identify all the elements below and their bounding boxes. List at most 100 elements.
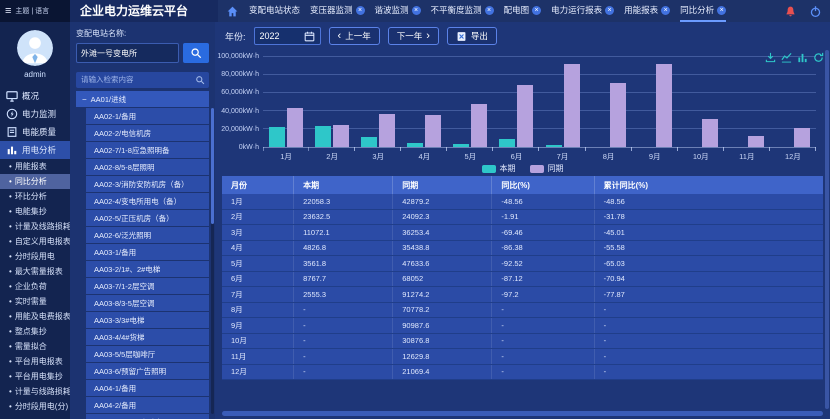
同期-bar-4月[interactable] — [425, 114, 442, 147]
close-icon[interactable]: × — [605, 5, 615, 15]
sidebar-subitem-用能报表[interactable]: 用能报表 — [0, 159, 70, 174]
本期-bar-1月[interactable] — [269, 126, 286, 147]
legend-item-本期[interactable]: 本期 — [481, 163, 516, 174]
logout-power-icon[interactable] — [809, 5, 822, 18]
close-icon[interactable]: × — [484, 5, 494, 15]
tree-item-AA04-2/备用[interactable]: AA04-2/备用 — [86, 397, 209, 413]
tree-item-AA02-2/电信机房[interactable]: AA02-2/电信机房 — [86, 125, 209, 141]
sidebar-subitem-同比分析[interactable]: 同比分析 — [0, 174, 70, 189]
同期-bar-10月[interactable] — [701, 118, 718, 147]
vertical-scrollbar[interactable] — [825, 50, 829, 409]
next-year-button[interactable]: 下一年 › — [387, 27, 439, 45]
sidebar-subitem-用能及电费报表[interactable]: 用能及电费报表 — [0, 309, 70, 324]
同期-bar-2月[interactable] — [333, 125, 350, 147]
tree-item-AA03-8/3-5层空调[interactable]: AA03-8/3-5层空调 — [86, 295, 209, 311]
table-row[interactable]: 9月 -90987.6- - — [222, 318, 823, 334]
table-row[interactable]: 3月 11072.1 36253.4 -69.46 -45.01 — [222, 225, 823, 241]
同期-bar-1月[interactable] — [287, 107, 304, 147]
prev-year-button[interactable]: ‹ 上一年 — [328, 27, 380, 45]
table-row[interactable]: 1月 22058.3 42879.2 -48.56 -48.56 — [222, 194, 823, 210]
tree-item-AA03-6/预留广告照明[interactable]: AA03-6/预留广告照明 — [86, 363, 209, 379]
home-icon[interactable] — [226, 5, 239, 18]
line-chart-switch-icon[interactable] — [781, 52, 792, 63]
tree-item-AA02-1/备用[interactable]: AA02-1/备用 — [86, 108, 209, 124]
column-header-月份[interactable]: 月份 — [222, 176, 295, 194]
sidebar-subitem-电能集抄[interactable]: 电能集抄 — [0, 204, 70, 219]
hamburger-icon[interactable]: ≡ — [5, 4, 12, 17]
table-row[interactable]: 2月 23632.5 24092.3 -1.91 -31.78 — [222, 209, 823, 225]
table-row[interactable]: 4月 4826.8 35438.8 -86.38 -55.58 — [222, 240, 823, 256]
nav-tab-用能报表[interactable]: 用能报表 × — [624, 0, 671, 22]
sidebar-subitem-分时段用电(分)[interactable]: 分时段用电(分) — [0, 399, 70, 414]
save-image-icon[interactable] — [765, 52, 776, 63]
year-input[interactable] — [259, 31, 300, 41]
tree-item-AA03-7/1-2层空调[interactable]: AA03-7/1-2层空调 — [86, 278, 209, 294]
column-header-同期[interactable]: 同期 — [393, 176, 493, 194]
tree-item-AA03-4/4#货梯[interactable]: AA03-4/4#货梯 — [86, 329, 209, 345]
nav-tab-变压器监测[interactable]: 变压器监测 × — [310, 0, 365, 22]
close-icon[interactable]: × — [355, 5, 365, 15]
horizontal-scrollbar[interactable] — [222, 411, 823, 416]
本期-bar-3月[interactable] — [361, 136, 378, 147]
table-row[interactable]: 7月 2555.3 91274.2 -97.2 -77.87 — [222, 287, 823, 303]
sidebar-subitem-需量拟合[interactable]: 需量拟合 — [0, 339, 70, 354]
tree-item-AA04-1/备用[interactable]: AA04-1/备用 — [86, 380, 209, 396]
table-row[interactable]: 8月 -70778.2- - — [222, 302, 823, 318]
close-icon[interactable]: × — [532, 5, 542, 15]
tree-item-AA02-8/5-8层照明[interactable]: AA02-8/5-8层照明 — [86, 159, 209, 175]
sidebar-item-用电分析[interactable]: 用电分析 — [0, 141, 70, 159]
bar-chart-switch-icon[interactable] — [797, 52, 808, 63]
year-picker[interactable] — [253, 27, 321, 45]
nav-tab-电力运行报表[interactable]: 电力运行报表 × — [551, 0, 615, 22]
table-row[interactable]: 6月 8767.7 68052 -87.12 -70.94 — [222, 271, 823, 287]
tree-scrollbar-thumb[interactable] — [211, 108, 214, 225]
同期-bar-3月[interactable] — [379, 114, 396, 147]
sidebar-subitem-自定义用电报表[interactable]: 自定义用电报表 — [0, 234, 70, 249]
sidebar-subitem-计量与线路损耗[interactable]: 计量与线路损耗 — [0, 384, 70, 399]
sidebar-subitem-平台用电集抄[interactable]: 平台用电集抄 — [0, 369, 70, 384]
sidebar-subitem-实时需量[interactable]: 实时需量 — [0, 294, 70, 309]
tree-item-AA02-4/变电所用电（备）[interactable]: AA02-4/变电所用电（备） — [86, 193, 209, 209]
close-icon[interactable]: × — [717, 5, 727, 15]
tree-item-AA02-5/正压机房（备）[interactable]: AA02-5/正压机房（备） — [86, 210, 209, 226]
sidebar-subitem-环比分析[interactable]: 环比分析 — [0, 189, 70, 204]
station-search-button[interactable] — [183, 43, 209, 63]
sidebar-item-概况[interactable]: 概况 — [0, 87, 70, 105]
nav-tab-不平衡度监测[interactable]: 不平衡度监测 × — [431, 0, 494, 22]
column-header-累计同比(%)[interactable]: 累计同比(%) — [603, 180, 649, 190]
sidebar-item-电能质量[interactable]: 电能质量 — [0, 123, 70, 141]
nav-tab-谐波监测[interactable]: 谐波监测 × — [375, 0, 421, 22]
nav-tab-同比分析[interactable]: 同比分析 × — [680, 0, 727, 22]
avatar[interactable] — [17, 30, 53, 66]
nav-tab-配电图[interactable]: 配电图 × — [504, 0, 542, 22]
tree-item-AA03-2/1#、2#电梯[interactable]: AA03-2/1#、2#电梯 — [86, 261, 209, 277]
tree-item-AA02-3/消防安防机房（备）[interactable]: AA02-3/消防安防机房（备） — [86, 176, 209, 192]
collapse-icon[interactable]: − — [82, 94, 87, 104]
同期-bar-9月[interactable] — [655, 64, 672, 147]
同期-bar-6月[interactable] — [517, 85, 534, 147]
sidebar-subitem-分时段用电[interactable]: 分时段用电 — [0, 249, 70, 264]
tree-item-AA03-3/3#电梯[interactable]: AA03-3/3#电梯 — [86, 312, 209, 328]
table-row[interactable]: 10月 -30876.8- - — [222, 333, 823, 349]
本期-bar-6月[interactable] — [499, 139, 516, 147]
本期-bar-2月[interactable] — [315, 125, 332, 147]
sidebar-item-电力监测[interactable]: 电力监测 — [0, 105, 70, 123]
theme-language-switch[interactable]: 主题 | 语言 — [15, 8, 50, 15]
tree-item-AA01/进线[interactable]: − AA01/进线 — [76, 91, 209, 107]
同期-bar-8月[interactable] — [609, 82, 626, 147]
tree-item-AA04-7/6层厨房动力[interactable]: AA04-7/6层厨房动力 — [86, 414, 209, 419]
close-icon[interactable]: × — [661, 5, 671, 15]
sidebar-subitem-企业负荷[interactable]: 企业负荷 — [0, 279, 70, 294]
nav-tab-变配电站状态[interactable]: 变配电站状态 — [249, 0, 300, 22]
alarm-bell-icon[interactable] — [784, 5, 797, 18]
column-header-同比(%)[interactable]: 同比(%) — [492, 176, 595, 194]
同期-bar-5月[interactable] — [471, 103, 488, 147]
column-header-本期[interactable]: 本期 — [294, 176, 394, 194]
sidebar-subitem-最大需量报表[interactable]: 最大需量报表 — [0, 264, 70, 279]
tree-item-AA03-1/备用[interactable]: AA03-1/备用 — [86, 244, 209, 260]
tree-item-AA03-5/5层咖啡厅[interactable]: AA03-5/5层咖啡厅 — [86, 346, 209, 362]
table-row[interactable]: 5月 3561.8 47633.6 -92.52 -65.03 — [222, 256, 823, 272]
sidebar-subitem-计量及线路损耗[interactable]: 计量及线路损耗 — [0, 219, 70, 234]
tree-scrollbar[interactable] — [211, 108, 214, 414]
本期-bar-5月[interactable] — [453, 143, 470, 147]
